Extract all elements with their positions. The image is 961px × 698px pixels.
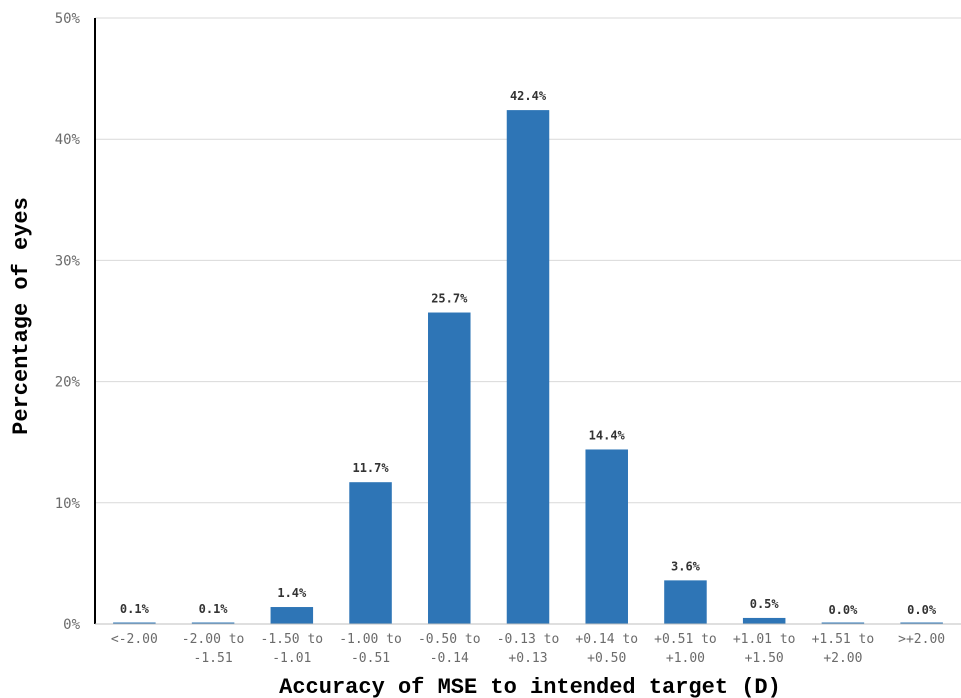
y-tick-label: 0%	[63, 617, 80, 633]
x-tick-label-line2: -1.01	[272, 651, 311, 666]
data-label: 0.0%	[828, 603, 858, 617]
x-tick-label-line2: +0.50	[587, 651, 626, 666]
bar	[270, 607, 314, 624]
data-labels: 0.1% 0.1% 1.4% 11.7% 25.7% 42.4% 14.4% 3.6% 0.5%…	[120, 89, 937, 617]
x-tick-label-line2: +2.00	[823, 651, 862, 666]
data-label: 0.1%	[199, 602, 229, 616]
y-tick-label: 30%	[55, 253, 81, 269]
x-tick-label: +1.01 to	[733, 632, 796, 647]
data-label: 3.6%	[671, 559, 701, 573]
data-label: 1.4%	[277, 586, 307, 600]
x-tick-label: +1.51 to	[812, 632, 875, 647]
y-tick-label: 50%	[55, 11, 81, 27]
bar	[821, 622, 865, 624]
x-tick-label-line2: +0.13	[508, 651, 547, 666]
x-tick-label-line2: -0.14	[430, 651, 469, 666]
data-label: 14.4%	[589, 428, 626, 442]
x-tick-label-line2: -0.51	[351, 651, 390, 666]
bar	[585, 449, 628, 624]
data-label: 0.0%	[907, 603, 937, 617]
x-tick-label-line2: +1.50	[745, 651, 784, 666]
x-tick-label: -1.50 to	[261, 632, 324, 647]
y-tick-label: 20%	[55, 375, 81, 391]
x-tick-label-line2: -1.51	[194, 651, 233, 666]
x-tick-label-line2: +1.00	[666, 651, 705, 666]
x-tick-label: -0.50 to	[418, 632, 481, 647]
bar	[428, 312, 471, 624]
bar	[900, 622, 943, 624]
y-tick-label: 10%	[55, 496, 81, 512]
bar	[742, 617, 786, 624]
x-tick-label: -2.00 to	[182, 632, 245, 647]
axes	[94, 18, 961, 625]
x-tick-label: +0.14 to	[575, 632, 638, 647]
data-label: 11.7%	[352, 461, 389, 475]
x-axis-title: Accuracy of MSE to intended target (D)	[279, 675, 781, 698]
x-tick-label: -1.00 to	[339, 632, 402, 647]
x-tick-label: >+2.00	[898, 632, 945, 647]
x-tick-labels: <-2.00 -2.00 to -1.51 -1.50 to -1.01 -1.00 to…	[111, 632, 945, 666]
bar	[506, 110, 550, 624]
y-tick-label: 40%	[55, 132, 81, 148]
data-label: 25.7%	[431, 292, 468, 306]
bars	[113, 110, 943, 624]
bar	[113, 622, 156, 624]
data-label: 0.1%	[120, 602, 150, 616]
y-axis-title: Percentage of eyes	[9, 197, 34, 435]
bar	[664, 580, 707, 624]
data-label: 42.4%	[510, 89, 547, 103]
data-label: 0.5%	[750, 597, 780, 611]
bar	[191, 622, 235, 624]
x-tick-label: +0.51 to	[654, 632, 717, 647]
x-tick-label: -0.13 to	[497, 632, 560, 647]
y-tick-labels: 0% 10% 20% 30% 40% 50%	[55, 11, 81, 633]
bar	[349, 482, 392, 624]
x-tick-label: <-2.00	[111, 632, 158, 647]
